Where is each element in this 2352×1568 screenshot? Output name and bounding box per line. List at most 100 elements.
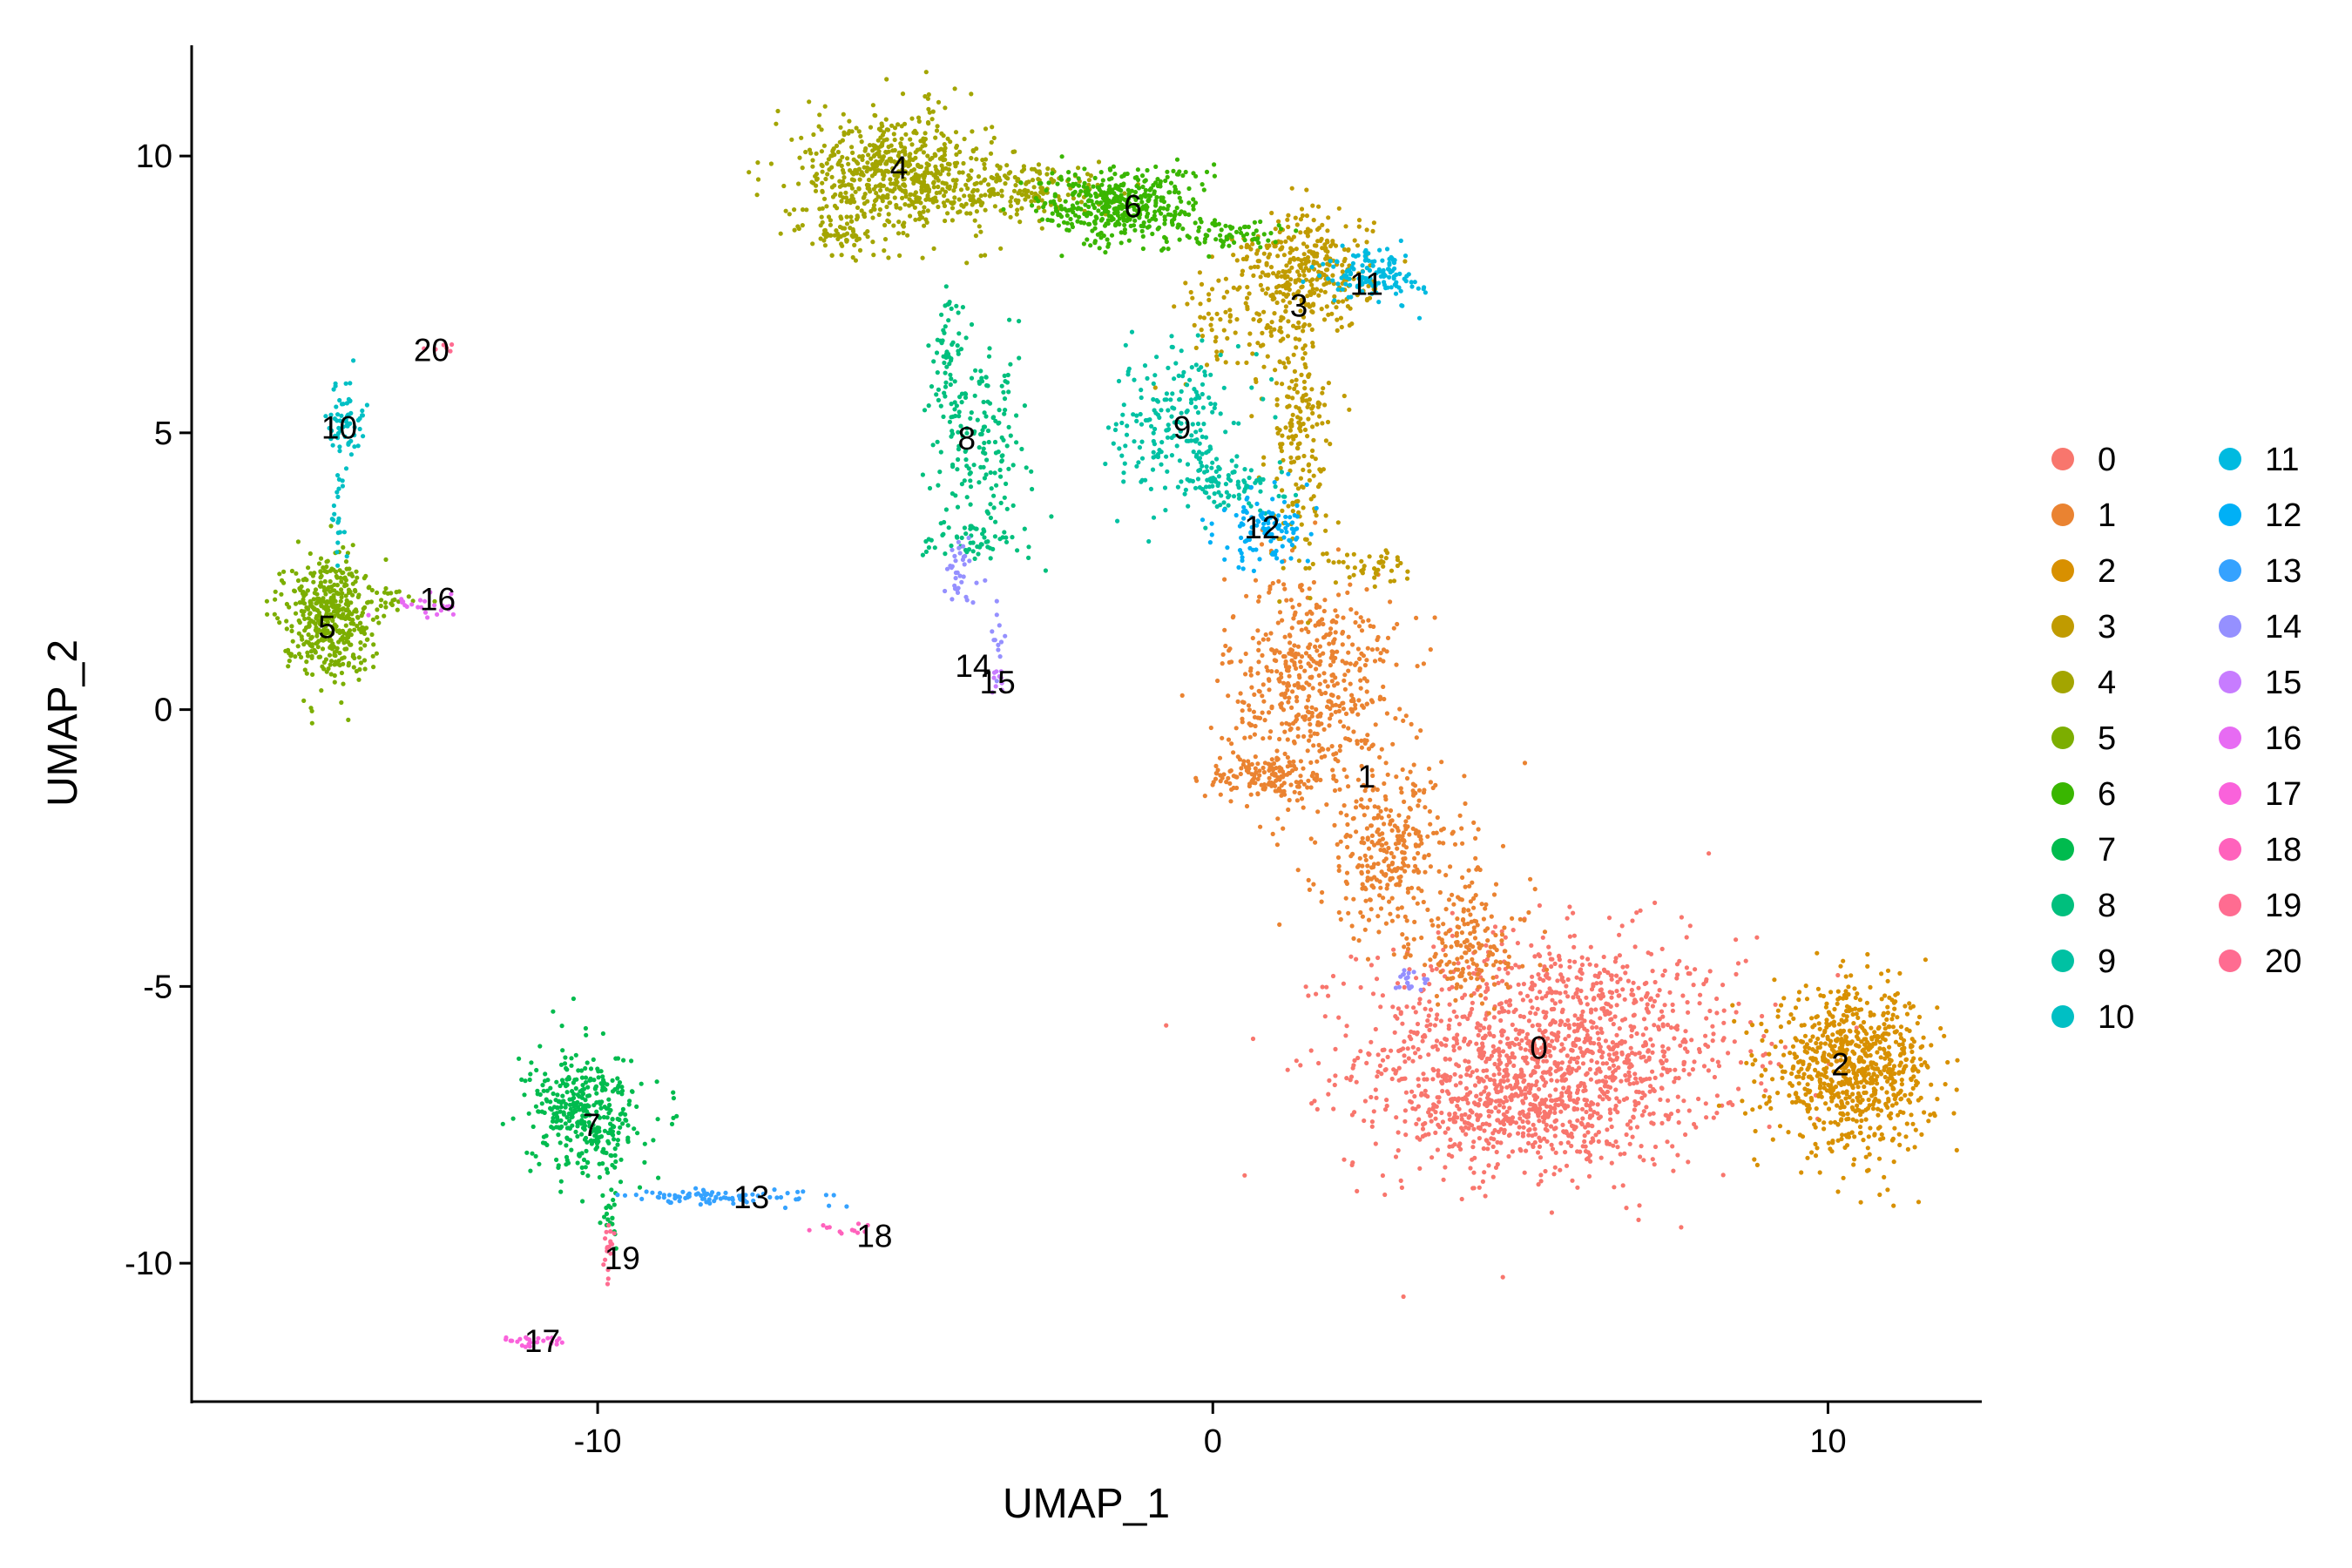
data-point (1465, 1016, 1470, 1022)
data-point (1505, 1036, 1511, 1041)
data-point (1903, 1064, 1909, 1069)
data-point (1336, 708, 1342, 714)
data-point (901, 230, 906, 236)
data-point (1453, 997, 1458, 1003)
cluster-3-points (1152, 186, 1410, 625)
data-point (1308, 675, 1315, 680)
data-point (1417, 1166, 1423, 1171)
data-point (1270, 292, 1275, 297)
data-point (1357, 855, 1362, 861)
data-point (1402, 1053, 1407, 1058)
data-point (845, 198, 850, 203)
data-point (1355, 1055, 1361, 1061)
data-point (1852, 1051, 1857, 1056)
data-point (1269, 647, 1274, 652)
data-point (1634, 1031, 1639, 1037)
data-point (1260, 342, 1266, 348)
data-point (936, 178, 941, 183)
data-point (1421, 899, 1426, 905)
data-point (1501, 1122, 1507, 1127)
data-point (1597, 1048, 1602, 1053)
data-point (892, 195, 897, 200)
data-point (1384, 1103, 1389, 1109)
data-point (946, 172, 951, 177)
data-point (1406, 942, 1411, 947)
data-point (1522, 1078, 1527, 1083)
data-point (1269, 757, 1274, 762)
data-point (1251, 709, 1256, 714)
data-point (918, 139, 923, 144)
data-point (1752, 1079, 1757, 1085)
data-point (1273, 788, 1278, 794)
data-point (1639, 997, 1644, 1002)
data-point (1300, 213, 1305, 219)
data-point (1844, 1117, 1849, 1122)
data-point (1675, 1094, 1680, 1099)
data-point (983, 126, 989, 132)
data-point (883, 149, 889, 155)
data-point (1344, 660, 1349, 666)
data-point (1614, 1057, 1619, 1062)
data-point (1359, 738, 1364, 743)
data-point (1891, 1086, 1896, 1092)
data-point (1454, 933, 1459, 938)
data-point (1425, 1094, 1430, 1099)
data-point (1299, 796, 1305, 801)
data-point (792, 207, 797, 213)
data-point (1340, 629, 1346, 635)
data-point (1432, 1023, 1437, 1028)
data-point (1380, 836, 1385, 841)
data-point (1549, 989, 1554, 994)
data-point (1570, 1134, 1575, 1139)
data-point (1844, 1008, 1849, 1014)
data-point (1589, 1058, 1594, 1064)
data-point (1292, 368, 1297, 374)
data-point (828, 222, 834, 227)
data-point (1332, 683, 1337, 688)
data-point (1401, 1294, 1406, 1300)
data-point (1470, 880, 1475, 885)
data-point (1473, 835, 1478, 841)
data-point (1405, 889, 1410, 895)
data-point (1335, 649, 1340, 654)
data-point (1665, 1113, 1670, 1119)
data-point (855, 205, 861, 210)
data-point (1572, 1013, 1578, 1018)
data-point (1199, 328, 1204, 333)
data-point (1256, 318, 1261, 324)
data-point (1909, 1112, 1914, 1118)
data-point (1790, 1099, 1795, 1105)
data-point (1290, 768, 1295, 774)
data-point (1567, 1059, 1572, 1064)
data-point (849, 186, 855, 191)
data-point (1607, 1046, 1613, 1051)
data-point (1596, 1116, 1601, 1121)
data-point (872, 112, 877, 118)
data-point (1220, 661, 1225, 666)
data-point (1443, 943, 1448, 950)
data-point (1866, 1097, 1871, 1103)
data-point (1252, 732, 1257, 737)
data-point (1532, 1043, 1538, 1048)
data-point (1604, 1061, 1609, 1066)
data-point (1350, 816, 1355, 821)
data-point (1855, 991, 1860, 997)
data-point (1558, 963, 1564, 969)
data-point (823, 176, 828, 182)
data-point (1332, 787, 1338, 794)
data-point (1477, 1185, 1482, 1190)
data-point (1547, 951, 1552, 956)
data-point (1287, 268, 1292, 274)
data-point (1365, 956, 1371, 962)
data-point (1421, 661, 1426, 666)
data-point (1274, 285, 1280, 290)
data-point (1552, 1110, 1558, 1115)
data-point (1320, 617, 1325, 622)
data-point (1345, 844, 1350, 850)
data-point (1418, 728, 1423, 733)
data-point (862, 165, 867, 170)
data-point (1417, 1054, 1423, 1059)
data-point (1734, 1010, 1739, 1015)
data-point (917, 213, 923, 218)
data-point (1408, 769, 1413, 774)
